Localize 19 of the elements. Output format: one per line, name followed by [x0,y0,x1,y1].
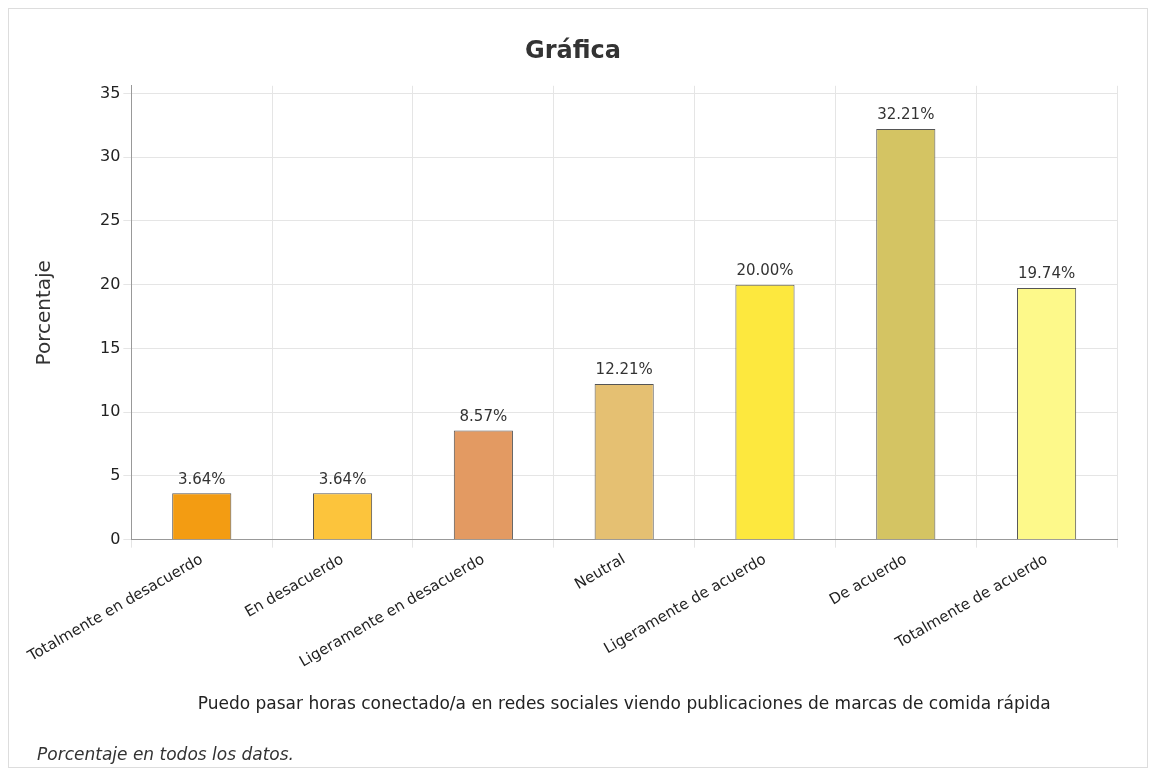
y-axis-title: Porcentaje [31,260,56,366]
y-tick-label: 5 [110,465,121,485]
y-tick-label: 35 [100,82,121,102]
y-tick-label: 30 [100,146,121,166]
data-label: 8.57% [459,406,508,425]
data-label: 12.21% [595,360,653,379]
y-tick-label: 15 [100,337,121,357]
data-label: 3.64% [177,469,226,488]
data-label: 32.21% [877,105,935,124]
y-tick-label: 0 [110,528,121,548]
data-label: 19.74% [1018,264,1076,283]
data-label: 3.64% [318,469,367,488]
text: Porcentaje en todos los datos. [37,744,294,764]
y-tick-label: 25 [100,210,121,230]
x-axis-title: Puedo pasar horas conectado/a en redes sociales viendo publicaciones de marcas de comida rápida [197,693,1051,714]
y-tick-label: 10 [100,401,121,421]
y-tick-label: 20 [100,273,121,293]
data-label: 20.00% [736,261,794,280]
chart-title: Gráfica [525,35,621,64]
